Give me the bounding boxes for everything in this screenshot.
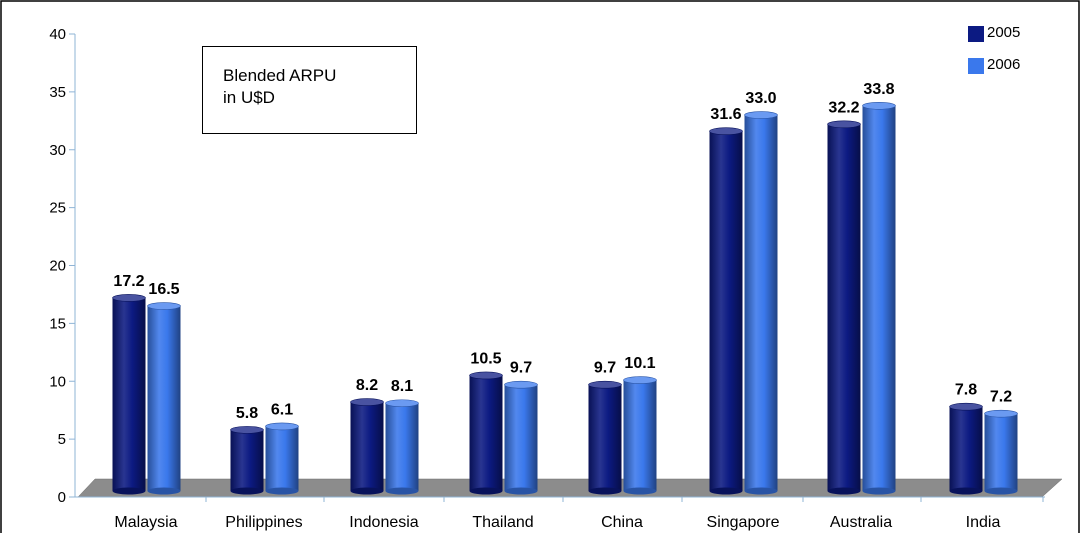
bar-2005-indonesia: [350, 402, 384, 491]
data-label-2006-australia: 33.8: [863, 81, 894, 98]
bar-base-2006-philippines: [265, 487, 299, 495]
bar-2006-indonesia: [385, 403, 419, 491]
data-label-2005-singapore: 31.6: [710, 106, 741, 123]
bar-2005-philippines: [230, 429, 264, 491]
data-label-2005-india: 7.8: [955, 382, 977, 399]
data-label-2006-philippines: 6.1: [271, 401, 293, 418]
chart-floor: [77, 478, 1063, 498]
bar-2005-australia: [827, 124, 861, 491]
x-tick-label-singapore: Singapore: [707, 514, 780, 531]
annotation-box: Blended ARPU in U$D: [202, 46, 417, 134]
bar-top-2006-malaysia: [147, 302, 181, 310]
x-tick-label-malaysia: Malaysia: [114, 514, 177, 531]
bar-top-2005-malaysia: [112, 294, 146, 302]
x-tick-label-indonesia: Indonesia: [349, 514, 418, 531]
bar-base-2006-india: [984, 487, 1018, 495]
bar-2006-philippines: [265, 426, 299, 491]
y-tick-label-35: 35: [49, 84, 66, 101]
y-tick-label-15: 15: [49, 315, 66, 332]
legend-label-2006: 2006: [987, 56, 1021, 73]
bar-base-2005-singapore: [709, 487, 743, 495]
data-label-2005-indonesia: 8.2: [356, 377, 378, 394]
bar-2006-thailand: [504, 384, 538, 491]
data-label-2005-malaysia: 17.2: [113, 273, 144, 290]
data-label-2005-thailand: 10.5: [470, 350, 501, 367]
x-tick-label-india: India: [966, 514, 1001, 531]
bar-top-2006-philippines: [265, 422, 299, 431]
x-tick-label-china: China: [601, 514, 643, 531]
bar-2005-india: [949, 406, 983, 491]
bar-2006-singapore: [744, 115, 778, 492]
bar-2005-malaysia: [112, 297, 146, 491]
bar-top-2005-india: [949, 402, 983, 411]
bar-2006-malaysia: [147, 306, 181, 491]
bar-2006-india: [984, 413, 1018, 491]
bar-top-2006-india: [984, 409, 1018, 418]
bar-base-2005-china: [588, 487, 622, 495]
data-label-2006-china: 10.1: [624, 355, 655, 372]
bar-top-2005-indonesia: [350, 398, 384, 406]
y-tick-label-20: 20: [49, 258, 66, 275]
bar-base-2006-thailand: [504, 487, 538, 495]
bar-2005-china: [588, 384, 622, 491]
bar-top-2006-thailand: [504, 380, 538, 389]
legend: 2005 2006: [968, 24, 1020, 88]
y-tick-label-30: 30: [49, 142, 66, 159]
annotation-line-1: Blended ARPU: [223, 66, 337, 85]
data-label-2005-china: 9.7: [594, 360, 616, 377]
bar-top-2005-singapore: [709, 127, 743, 136]
bar-base-2006-china: [623, 487, 657, 495]
bar-base-2005-thailand: [469, 487, 503, 495]
bar-base-2005-philippines: [230, 487, 264, 495]
bar-top-2005-australia: [827, 120, 861, 129]
data-label-2006-singapore: 33.0: [745, 90, 776, 107]
bar-base-2006-malaysia: [147, 487, 181, 495]
data-label-2005-australia: 32.2: [828, 99, 859, 116]
bar-base-2005-india: [949, 487, 983, 495]
bar-top-2006-singapore: [744, 111, 778, 119]
bar-base-2005-australia: [827, 487, 861, 495]
bar-2006-australia: [862, 105, 896, 491]
y-tick-label-10: 10: [49, 373, 66, 390]
bar-2005-thailand: [469, 375, 503, 491]
bar-top-2005-china: [588, 380, 622, 389]
bar-top-2006-indonesia: [385, 399, 419, 408]
legend-item-2005: 2005: [968, 24, 1020, 56]
data-label-2006-thailand: 9.7: [510, 360, 532, 377]
bar-base-2006-indonesia: [385, 487, 419, 495]
annotation-line-2: in U$D: [223, 88, 275, 107]
y-tick-label-0: 0: [58, 489, 66, 506]
bar-2006-china: [623, 380, 657, 491]
bar-top-2006-china: [623, 376, 657, 384]
y-tick-label-5: 5: [58, 431, 66, 448]
bar-base-2005-malaysia: [112, 487, 146, 495]
legend-swatch-2006: [968, 58, 984, 74]
data-label-2006-indonesia: 8.1: [391, 378, 413, 395]
bar-base-2005-indonesia: [350, 487, 384, 495]
y-tick-label-25: 25: [49, 200, 66, 217]
legend-label-2005: 2005: [987, 24, 1021, 41]
bar-2005-singapore: [709, 131, 743, 492]
legend-item-2006: 2006: [968, 56, 1020, 88]
data-label-2006-malaysia: 16.5: [148, 281, 179, 298]
bar-base-2006-australia: [862, 487, 896, 495]
legend-swatch-2005: [968, 26, 984, 42]
x-tick-label-philippines: Philippines: [225, 514, 302, 531]
data-label-2006-india: 7.2: [990, 389, 1012, 406]
bar-top-2005-philippines: [230, 426, 264, 434]
bar-top-2005-thailand: [469, 371, 503, 380]
bar-base-2006-singapore: [744, 487, 778, 495]
x-tick-label-thailand: Thailand: [472, 514, 533, 531]
bar-top-2006-australia: [862, 101, 896, 110]
y-tick-label-40: 40: [49, 26, 66, 43]
x-tick-label-australia: Australia: [830, 514, 892, 531]
data-label-2005-philippines: 5.8: [236, 405, 258, 422]
